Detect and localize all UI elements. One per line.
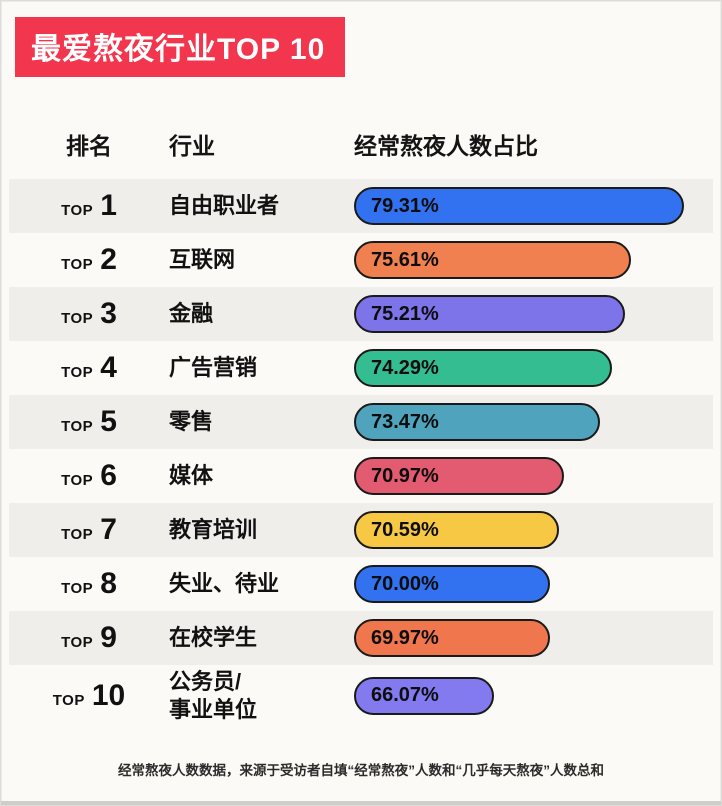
- bar-cell: 70.59%: [354, 511, 713, 549]
- bar-cell: 66.07%: [354, 676, 713, 715]
- rank-number: 5: [100, 405, 117, 438]
- rank-number: 3: [100, 297, 117, 330]
- rank-label: TOP: [61, 526, 94, 543]
- table-row: TOP 4 广告营销 74.29%: [9, 341, 713, 395]
- bar: 75.61%: [354, 241, 631, 279]
- table-row: TOP 8 失业、待业 70.00%: [9, 557, 713, 611]
- rank-cell: TOP 10: [9, 679, 169, 713]
- bar: 70.97%: [354, 457, 564, 495]
- rank-number: 9: [100, 621, 117, 654]
- bar-value: 70.59%: [371, 518, 439, 541]
- bar-value: 66.07%: [371, 684, 439, 706]
- column-headers: 排名 行业 经常熬夜人数占比: [9, 127, 713, 161]
- bar: 74.29%: [354, 349, 612, 387]
- column-header-industry: 行业: [169, 133, 215, 159]
- rank-label: TOP: [61, 580, 94, 597]
- table-row: TOP 5 零售 73.47%: [9, 395, 713, 449]
- rank-label: TOP: [61, 256, 94, 273]
- bar: 66.07%: [354, 676, 494, 715]
- bar-value: 74.29%: [371, 356, 439, 379]
- table-row: TOP 7 教育培训 70.59%: [9, 503, 713, 557]
- rank-label: TOP: [61, 364, 94, 381]
- industry-label: 教育培训: [169, 517, 258, 543]
- bar-value: 69.97%: [371, 626, 439, 649]
- industry-label: 零售: [169, 409, 214, 435]
- rank-label: TOP: [61, 202, 94, 219]
- footnote: 经常熬夜人数数据，来源于受访者自填“经常熬夜”人数和“几乎每天熬夜”人数总和: [118, 763, 604, 778]
- industry-label: 互联网: [169, 247, 236, 273]
- bar: 75.21%: [354, 295, 625, 333]
- rank-cell: TOP 4: [9, 351, 169, 385]
- rank-number: 6: [100, 459, 117, 492]
- table-row: TOP 2 互联网 75.61%: [9, 233, 713, 287]
- rank-label: TOP: [61, 634, 94, 651]
- bar: 70.59%: [354, 511, 559, 549]
- rank-cell: TOP 9: [9, 621, 169, 655]
- rank-number: 4: [100, 351, 117, 384]
- bar-value: 75.21%: [371, 302, 439, 325]
- title-banner: 最爱熬夜行业TOP 10: [15, 17, 346, 77]
- bar-cell: 79.31%: [354, 187, 713, 225]
- bar-cell: 69.97%: [354, 619, 713, 657]
- rank-label: TOP: [52, 691, 85, 709]
- column-header-value: 经常熬夜人数占比: [354, 133, 538, 159]
- rank-number: 2: [100, 243, 117, 276]
- bar: 70.00%: [354, 565, 550, 603]
- rank-cell: TOP 5: [9, 405, 169, 439]
- rank-cell: TOP 3: [9, 297, 169, 331]
- bar: 79.31%: [354, 187, 684, 225]
- industry-label: 媒体: [169, 463, 214, 489]
- bar-value: 70.00%: [371, 572, 439, 595]
- column-header-rank: 排名: [66, 133, 112, 159]
- rank-cell: TOP 8: [9, 567, 169, 601]
- industry-label: 自由职业者: [169, 193, 280, 219]
- rank-number: 7: [100, 513, 117, 546]
- bar-cell: 74.29%: [354, 349, 713, 387]
- bar-value: 75.61%: [371, 248, 439, 271]
- bar-cell: 75.21%: [354, 295, 713, 333]
- rank-number: 1: [100, 189, 117, 222]
- table-row: TOP 9 在校学生 69.97%: [9, 611, 713, 665]
- bar: 73.47%: [354, 403, 600, 441]
- bar-value: 79.31%: [371, 194, 439, 217]
- bar-value: 73.47%: [371, 410, 439, 433]
- bar-cell: 75.61%: [354, 241, 713, 279]
- industry-label: 公务员/ 事业单位: [169, 669, 258, 722]
- industry-label: 在校学生: [169, 625, 258, 651]
- industry-label: 广告营销: [169, 355, 258, 381]
- page-title: 最爱熬夜行业TOP 10: [31, 33, 326, 66]
- rank-number: 8: [100, 567, 117, 600]
- bar-cell: 73.47%: [354, 403, 713, 441]
- bar-cell: 70.97%: [354, 457, 713, 495]
- rank-number: 10: [91, 678, 126, 712]
- ranking-table: TOP 1 自由职业者 79.31% TOP 2 互联网 75.61%: [9, 179, 713, 726]
- rank-cell: TOP 6: [9, 459, 169, 493]
- bar-cell: 70.00%: [354, 565, 713, 603]
- rank-label: TOP: [61, 418, 94, 435]
- bar: 69.97%: [354, 619, 550, 657]
- table-row: TOP 6 媒体 70.97%: [9, 449, 713, 503]
- bar-value: 70.97%: [371, 464, 439, 487]
- table-row: TOP 1 自由职业者 79.31%: [9, 179, 713, 233]
- rank-label: TOP: [61, 310, 94, 327]
- rank-cell: TOP 1: [9, 189, 169, 223]
- industry-label: 失业、待业: [169, 571, 280, 597]
- rank-label: TOP: [61, 472, 94, 489]
- table-row: TOP 10 公务员/ 事业单位 66.07%: [9, 665, 713, 726]
- table-row: TOP 3 金融 75.21%: [9, 287, 713, 341]
- rank-cell: TOP 2: [9, 243, 169, 277]
- industry-label: 金融: [169, 301, 214, 327]
- rank-cell: TOP 7: [9, 513, 169, 547]
